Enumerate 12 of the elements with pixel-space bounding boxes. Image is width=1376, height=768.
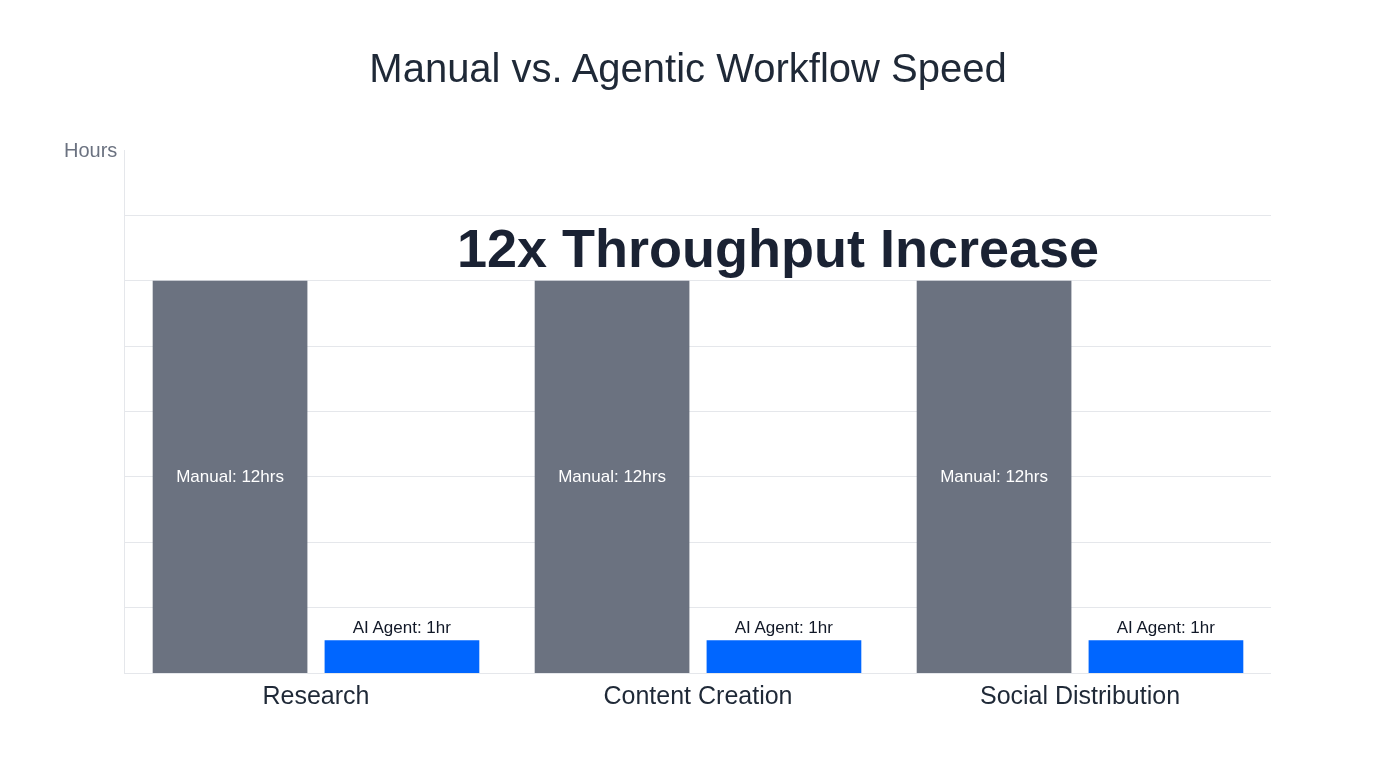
data-label: Manual: 12hrs (940, 467, 1048, 487)
data-label: AI Agent: 1hr (1116, 618, 1216, 638)
data-label: AI Agent: 1hr (734, 618, 834, 638)
y-axis-title: Hours (64, 139, 118, 161)
annotation: 12x Throughput Increase (457, 218, 1100, 278)
data-label: Manual: 12hrs (558, 467, 666, 487)
x-tick-label: Content Creation (603, 681, 793, 709)
x-tick-label: Research (262, 681, 370, 709)
data-label: Manual: 12hrs (176, 467, 284, 487)
chart-title: Manual vs. Agentic Workflow Speed (369, 45, 1007, 90)
data-label: AI Agent: 1hr (352, 618, 452, 638)
x-tick-label: Social Distribution (979, 681, 1181, 709)
